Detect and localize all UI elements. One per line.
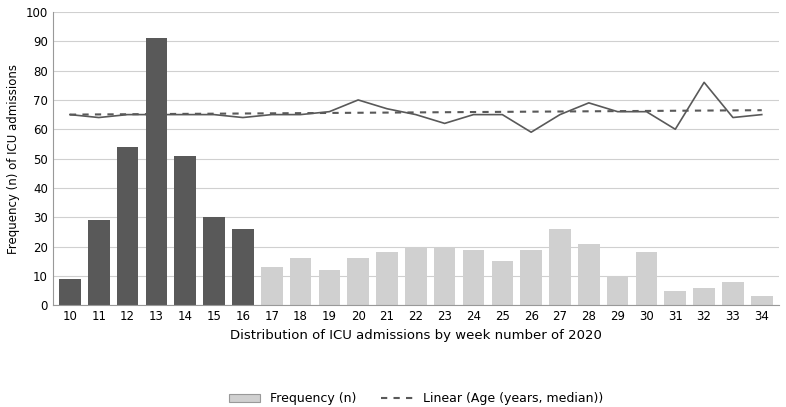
Bar (232, 229, 254, 305)
Bar (751, 296, 773, 305)
Bar (204, 217, 225, 305)
Bar (491, 261, 513, 305)
Bar (578, 244, 600, 305)
Bar (405, 247, 427, 305)
X-axis label: Distribution of ICU admissions by week number of 2020: Distribution of ICU admissions by week n… (230, 329, 602, 341)
Bar (722, 282, 744, 305)
Bar (693, 288, 715, 305)
Bar (347, 258, 369, 305)
Bar (290, 258, 311, 305)
Bar (117, 147, 138, 305)
Bar (549, 229, 571, 305)
Legend: Frequency (n), Linear (Age (years, median)): Frequency (n), Linear (Age (years, media… (224, 387, 608, 407)
Bar (174, 155, 196, 305)
Bar (318, 270, 340, 305)
Bar (607, 276, 629, 305)
Bar (463, 249, 484, 305)
Bar (376, 252, 398, 305)
Bar (434, 247, 455, 305)
Bar (664, 291, 686, 305)
Bar (636, 252, 657, 305)
Bar (88, 220, 109, 305)
Bar (261, 267, 282, 305)
Bar (59, 279, 81, 305)
Bar (145, 38, 167, 305)
Y-axis label: Frequency (n) of ICU admissions: Frequency (n) of ICU admissions (7, 63, 20, 254)
Bar (520, 249, 542, 305)
